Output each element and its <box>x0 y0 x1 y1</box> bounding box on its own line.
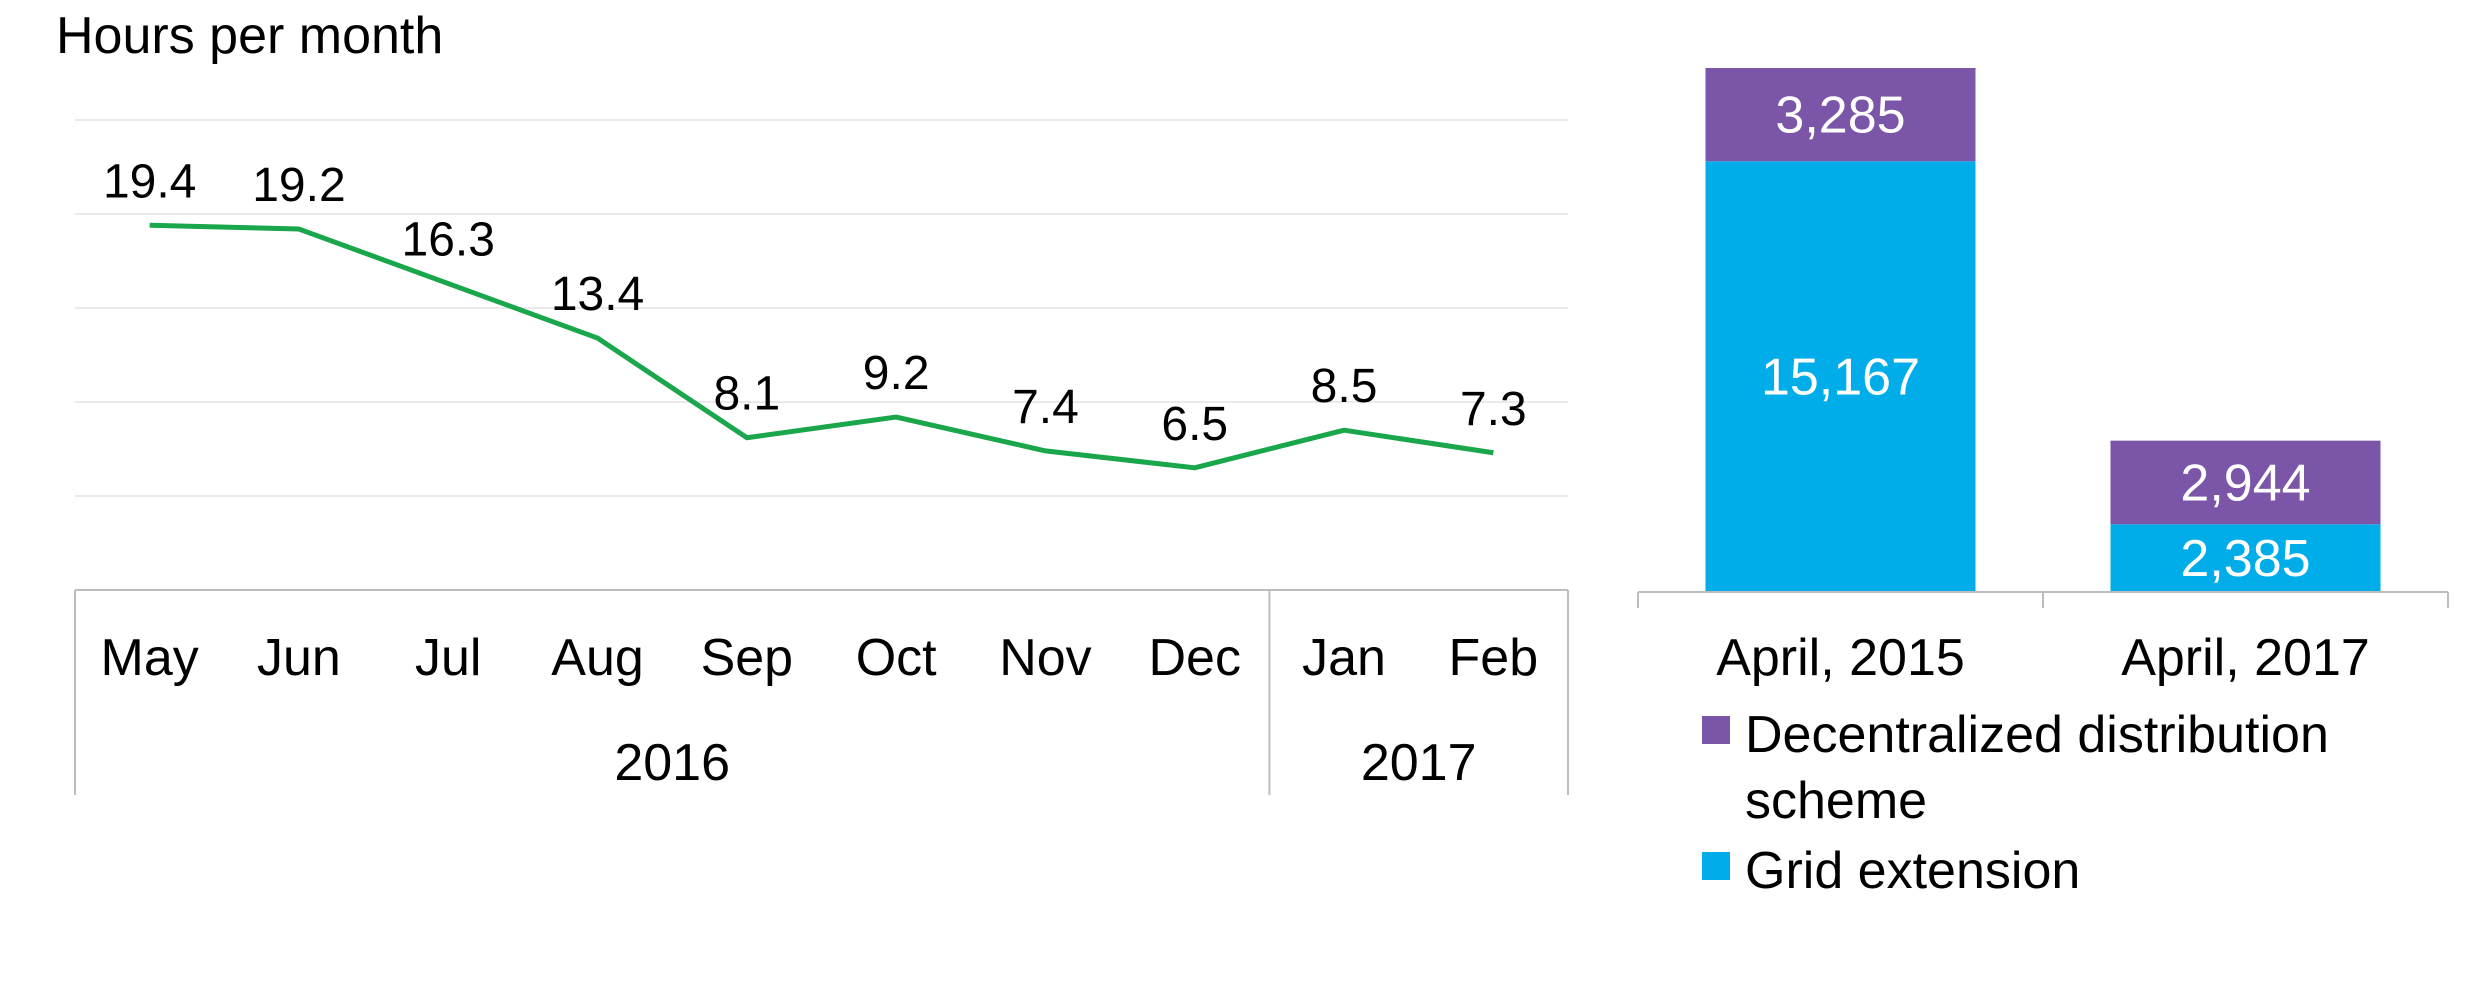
line-data-label: 19.2 <box>252 159 345 212</box>
bar-data-label: 15,167 <box>1761 349 1920 407</box>
bar-segment <box>1705 161 1976 592</box>
line-x-tick-label: Sep <box>701 629 794 687</box>
line-x-tick-label: Jul <box>415 629 481 687</box>
bar-segment <box>1705 68 1976 162</box>
line-data-label: 16.3 <box>402 214 495 267</box>
line-x-group-label: 2016 <box>614 734 730 792</box>
line-x-tick-label: Dec <box>1149 629 1241 687</box>
line-data-label: 6.5 <box>1161 398 1228 451</box>
bar-data-label: 2,944 <box>2180 454 2310 512</box>
line-x-tick-label: Feb <box>1449 629 1539 687</box>
legend-swatch <box>1702 716 1730 744</box>
line-series <box>149 222 1494 471</box>
bar-segment <box>2110 524 2381 592</box>
line-x-tick-label: Aug <box>551 629 644 687</box>
line-data-label: 8.1 <box>713 368 780 421</box>
line-x-group-label: 2017 <box>1361 734 1477 792</box>
line-x-tick-label: Oct <box>856 629 937 687</box>
legend-swatch <box>1702 852 1730 880</box>
line-x-tick-label: Jan <box>1302 629 1386 687</box>
bar-x-tick-label: April, 2017 <box>2121 629 2370 687</box>
line-data-label: 7.3 <box>1460 383 1527 436</box>
bar-segment <box>2110 440 2381 525</box>
legend-entry: Grid extension <box>1745 842 2080 900</box>
line-data-label: 8.5 <box>1311 360 1378 413</box>
legend-entry: Decentralized distribution scheme <box>1745 706 2329 830</box>
line-chart-ylabel: Hours per month <box>56 7 444 65</box>
bar-x-tick-label: April, 2015 <box>1716 629 1965 687</box>
line-data-label: 13.4 <box>551 268 644 321</box>
line-x-tick-label: Jun <box>257 629 341 687</box>
line-data-label: 19.4 <box>103 155 196 208</box>
line-x-tick-label: Nov <box>999 629 1091 687</box>
line-x-tick-label: May <box>101 629 199 687</box>
line-data-label: 7.4 <box>1012 381 1079 434</box>
bar-data-label: 3,285 <box>1775 87 1905 145</box>
line-data-label: 9.2 <box>863 347 930 400</box>
bar-data-label: 2,385 <box>2180 530 2310 588</box>
